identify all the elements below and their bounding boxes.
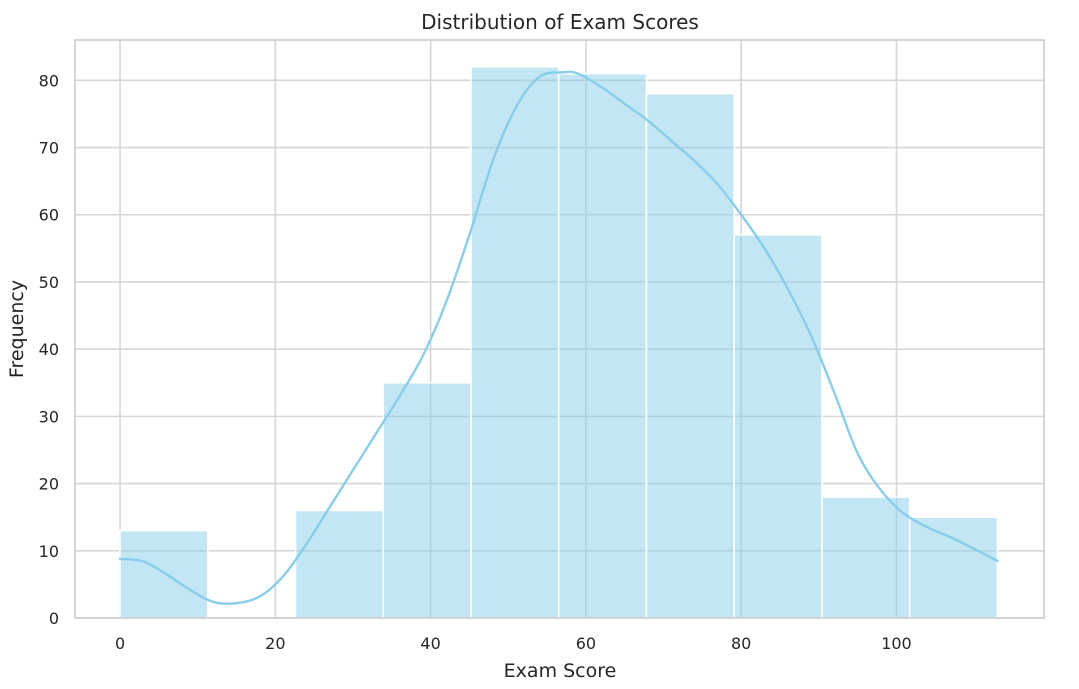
x-tick-label: 40 xyxy=(420,634,440,653)
y-tick-label: 80 xyxy=(39,71,59,90)
y-tick-label: 50 xyxy=(39,273,59,292)
histogram-bar xyxy=(557,72,648,619)
x-tick-label: 0 xyxy=(115,634,125,653)
histogram-bar xyxy=(119,529,209,619)
x-tick-label: 80 xyxy=(731,634,751,653)
kde-curve xyxy=(118,70,999,605)
plot-frame xyxy=(74,39,1045,619)
histogram-bar xyxy=(908,516,999,619)
histogram-bars xyxy=(119,66,999,619)
chart-title: Distribution of Exam Scores xyxy=(421,10,699,34)
y-axis-label: Frequency xyxy=(6,280,28,378)
y-tick-label: 10 xyxy=(39,542,59,561)
histogram-bar xyxy=(821,496,911,619)
x-axis-ticks: 0 20 40 60 80 100 xyxy=(115,634,912,653)
x-axis-label: Exam Score xyxy=(504,660,617,682)
histogram-bar xyxy=(382,381,472,619)
histogram-bar xyxy=(294,509,385,619)
histogram-bar xyxy=(645,92,735,619)
x-tick-label: 60 xyxy=(576,634,596,653)
y-tick-label: 40 xyxy=(39,340,59,359)
histogram-bar xyxy=(733,234,823,619)
y-tick-label: 60 xyxy=(39,206,59,225)
histogram-bar xyxy=(470,66,560,619)
x-tick-label: 100 xyxy=(881,634,912,653)
x-tick-label: 20 xyxy=(265,634,285,653)
y-tick-label: 0 xyxy=(49,609,59,628)
y-tick-label: 70 xyxy=(39,139,59,158)
y-tick-label: 20 xyxy=(39,475,59,494)
y-axis-ticks: 0 10 20 30 40 50 60 70 80 xyxy=(39,71,59,628)
y-tick-label: 30 xyxy=(39,407,59,426)
